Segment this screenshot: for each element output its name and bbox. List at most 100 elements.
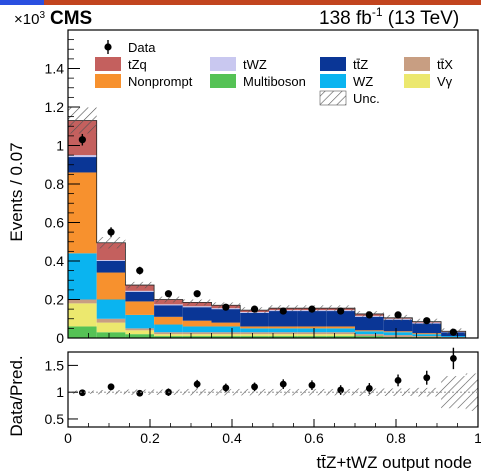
unc-hatch-2 — [125, 281, 155, 289]
unc-hatch-1 — [96, 236, 126, 249]
legend-label-7: WZ — [353, 74, 373, 89]
data-point-6 — [250, 305, 259, 313]
main-ytick-label-0: 0 — [56, 330, 64, 346]
ratio-data-points — [78, 347, 457, 397]
ratio-unc-tail — [465, 373, 478, 411]
ratio-ytick-label-2: 1.5 — [45, 357, 65, 373]
ratio-unc-8 — [297, 388, 327, 396]
bar-Vgamma-3 — [154, 334, 183, 337]
legend-data-marker — [104, 43, 112, 51]
legend-label-1: tZq — [128, 57, 147, 72]
bar-Multiboson-7 — [268, 336, 298, 338]
bar-WZ-3 — [154, 324, 183, 333]
bar-Vgamma-7 — [268, 334, 298, 337]
ratio-ytick-label-0: 0.5 — [45, 411, 65, 427]
bar-Nonprompt-2 — [125, 301, 155, 315]
legend-swatch-Vgamma — [404, 74, 430, 88]
bar-Multiboson-0 — [68, 326, 97, 338]
ratio-point-2 — [136, 389, 144, 397]
main-ytick-label-1: 0.2 — [45, 292, 65, 308]
bar-ttZ-9 — [326, 311, 355, 327]
ratio-xtick-label-5: 1 — [474, 430, 481, 446]
bar-ttX-9 — [326, 332, 355, 335]
bar-Nonprompt-12 — [412, 333, 442, 335]
ratio-ytick-label-1: 1 — [56, 384, 64, 400]
bar-ttX-2 — [125, 328, 155, 331]
top-strip-blue — [0, 0, 44, 5]
data-point-1 — [107, 228, 115, 236]
bar-ttZ-7 — [268, 311, 298, 327]
x-axis-label: tt̄Z+tWZ output node — [317, 453, 472, 471]
legend: Data tZq tWZ tt̄Z tt̄X Nonprompt Multiboson WZ V… — [95, 40, 453, 106]
bar-ttZ-1 — [96, 261, 126, 273]
ratio-unc-11 — [383, 388, 413, 396]
bar-Vgamma-9 — [326, 334, 355, 337]
bar-Vgamma-1 — [96, 322, 126, 333]
bar-Multiboson-8 — [297, 336, 327, 338]
bar-tWZ-2 — [125, 290, 155, 292]
data-point-3 — [164, 290, 173, 298]
ratio-point-10 — [365, 385, 373, 392]
legend-label-9: Unc. — [353, 91, 380, 106]
legend-unc-swatch — [319, 90, 347, 106]
bar-ttX-7 — [268, 332, 298, 335]
bar-ttZ-4 — [182, 307, 212, 321]
data-point-5 — [222, 303, 230, 311]
bar-Multiboson-5 — [211, 336, 241, 338]
bar-Nonprompt-1 — [96, 272, 126, 300]
bar-WZ-9 — [326, 328, 355, 333]
bar-Multiboson-3 — [154, 336, 183, 338]
data-point-0 — [78, 136, 86, 144]
ratio-point-0 — [78, 389, 86, 397]
bar-tWZ-1 — [96, 260, 126, 261]
unc-hatch-4 — [182, 299, 212, 306]
bar-Vgamma-6 — [240, 334, 269, 337]
bar-ttX-8 — [297, 332, 327, 335]
ratio-unc-12 — [412, 387, 442, 397]
bar-WZ-13 — [441, 336, 466, 338]
top-strip-red — [44, 0, 481, 5]
ratio-axes: 0.5 1 1.5 0 0.2 0.4 0.6 0.8 1 — [45, 351, 481, 446]
legend-swatch-WZ — [320, 74, 346, 88]
bar-WZ-1 — [96, 299, 126, 319]
bar-Vgamma-5 — [211, 334, 241, 337]
data-point-9 — [337, 307, 345, 315]
ratio-point-7 — [279, 380, 287, 388]
bar-Nonprompt-5 — [211, 322, 241, 327]
main-y-axis-label: Events / 0.07 — [7, 142, 26, 241]
ratio-point-12 — [423, 374, 431, 382]
legend-swatch-ttX — [404, 57, 430, 71]
data-point-11 — [394, 311, 402, 319]
main-axes: 0 0.2 0.4 0.6 0.8 1 1.2 1.4 — [45, 29, 479, 346]
bar-WZ-4 — [182, 326, 212, 333]
ratio-y-axis-label: Data/Pred. — [7, 355, 26, 436]
ratio-xtick-label-2: 0.4 — [222, 430, 242, 446]
top-color-strip — [0, 0, 481, 5]
ratio-point-6 — [251, 383, 258, 391]
bar-Nonprompt-9 — [326, 326, 355, 329]
bar-Nonprompt-7 — [268, 326, 298, 329]
data-point-2 — [136, 267, 144, 275]
bar-ttX-3 — [154, 332, 183, 335]
bar-Multiboson-4 — [182, 336, 212, 338]
ratio-xtick-label-0: 0 — [64, 430, 72, 446]
bar-ttZ-2 — [125, 291, 155, 302]
bar-WZ-8 — [297, 328, 327, 333]
ratio-point-8 — [308, 381, 316, 389]
bar-Multiboson-9 — [326, 336, 355, 338]
legend-swatch-tZq — [95, 57, 121, 71]
experiment-label: CMS — [50, 8, 92, 29]
unc-hatch-0 — [68, 107, 97, 134]
bar-WZ-12 — [412, 334, 442, 337]
bar-Vgamma-8 — [297, 334, 327, 337]
legend-label-8: Vγ — [437, 74, 453, 89]
bar-tWZ-0 — [68, 155, 97, 158]
bar-Nonprompt-11 — [383, 331, 413, 333]
bar-Nonprompt-6 — [240, 326, 269, 329]
lumi-label: 138 fb-1 (13 TeV) — [319, 5, 459, 29]
bar-ttX-10 — [355, 334, 384, 337]
bar-WZ-6 — [240, 328, 269, 333]
ratio-unc-7 — [268, 388, 298, 396]
main-data-points — [78, 133, 457, 336]
bar-Vgamma-0 — [68, 303, 97, 327]
